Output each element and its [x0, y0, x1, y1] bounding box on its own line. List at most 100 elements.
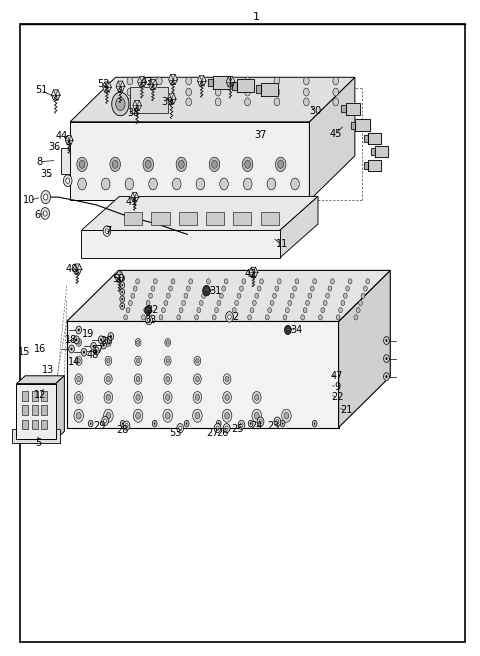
Text: 50: 50: [112, 274, 124, 284]
Circle shape: [216, 426, 219, 430]
Circle shape: [313, 279, 317, 284]
Bar: [32, 405, 37, 415]
Bar: [22, 405, 28, 415]
Circle shape: [168, 286, 172, 291]
Circle shape: [311, 286, 314, 291]
Text: 13: 13: [42, 365, 55, 375]
Circle shape: [127, 98, 133, 106]
Circle shape: [194, 356, 201, 365]
Circle shape: [215, 88, 221, 96]
Circle shape: [149, 178, 157, 190]
Circle shape: [112, 161, 118, 169]
Circle shape: [194, 315, 198, 320]
Circle shape: [136, 377, 140, 382]
Circle shape: [195, 394, 200, 400]
Circle shape: [146, 300, 150, 306]
Text: 44: 44: [56, 131, 68, 141]
Circle shape: [288, 300, 292, 306]
Circle shape: [348, 279, 352, 284]
Text: 27: 27: [206, 428, 219, 438]
Circle shape: [105, 374, 112, 384]
Circle shape: [107, 358, 110, 363]
Circle shape: [277, 279, 281, 284]
Text: 29: 29: [93, 421, 106, 431]
Text: 15: 15: [17, 347, 30, 358]
Circle shape: [270, 300, 274, 306]
Circle shape: [273, 293, 276, 298]
Circle shape: [250, 308, 254, 313]
Circle shape: [274, 77, 280, 85]
Text: 16: 16: [34, 344, 46, 354]
Circle shape: [77, 358, 80, 363]
Polygon shape: [70, 77, 355, 122]
Polygon shape: [152, 213, 169, 226]
Circle shape: [203, 285, 210, 296]
Polygon shape: [133, 100, 142, 110]
Circle shape: [106, 413, 111, 419]
Text: 25: 25: [231, 424, 244, 434]
Circle shape: [196, 358, 199, 363]
Text: 26: 26: [216, 428, 228, 438]
Circle shape: [79, 161, 85, 169]
Polygon shape: [16, 376, 64, 384]
Text: 12: 12: [34, 390, 47, 400]
Text: 24: 24: [251, 421, 263, 431]
Circle shape: [164, 300, 168, 306]
Circle shape: [156, 77, 162, 85]
Circle shape: [106, 394, 110, 400]
Circle shape: [81, 348, 87, 356]
Circle shape: [259, 420, 262, 424]
Circle shape: [209, 157, 220, 172]
Circle shape: [195, 413, 200, 419]
Text: 48: 48: [86, 350, 99, 361]
Circle shape: [134, 374, 142, 384]
Circle shape: [248, 420, 253, 427]
Circle shape: [145, 161, 151, 169]
Text: 8: 8: [36, 157, 42, 167]
Circle shape: [74, 392, 83, 403]
Text: 19: 19: [82, 329, 94, 339]
Text: 40: 40: [65, 264, 78, 274]
Circle shape: [215, 98, 221, 106]
Circle shape: [285, 325, 291, 335]
Circle shape: [206, 279, 210, 284]
Circle shape: [240, 423, 243, 427]
Circle shape: [240, 286, 243, 291]
Circle shape: [228, 314, 231, 319]
Circle shape: [303, 98, 309, 106]
Circle shape: [217, 300, 221, 306]
Circle shape: [384, 355, 389, 363]
Circle shape: [193, 374, 201, 384]
Polygon shape: [238, 79, 254, 92]
Circle shape: [252, 409, 262, 422]
Circle shape: [325, 293, 329, 298]
Circle shape: [100, 338, 102, 341]
Circle shape: [166, 394, 170, 400]
Text: 17: 17: [92, 345, 104, 356]
Circle shape: [131, 293, 135, 298]
Circle shape: [105, 229, 108, 234]
Polygon shape: [368, 160, 381, 171]
Bar: [41, 420, 47, 430]
Circle shape: [224, 279, 228, 284]
Circle shape: [163, 409, 172, 422]
Circle shape: [152, 420, 157, 427]
Circle shape: [323, 300, 327, 306]
Bar: [41, 405, 47, 415]
Circle shape: [312, 420, 317, 427]
Circle shape: [308, 293, 312, 298]
Circle shape: [78, 329, 80, 331]
Circle shape: [223, 424, 230, 433]
Circle shape: [385, 375, 387, 378]
Circle shape: [123, 421, 130, 430]
Polygon shape: [56, 376, 64, 440]
Circle shape: [120, 289, 125, 295]
Text: 45: 45: [330, 129, 342, 138]
Circle shape: [280, 420, 285, 427]
Text: 37: 37: [254, 130, 267, 140]
Polygon shape: [226, 77, 235, 87]
Polygon shape: [51, 90, 60, 100]
Circle shape: [303, 77, 309, 85]
Text: 2: 2: [232, 312, 239, 322]
Circle shape: [346, 286, 349, 291]
